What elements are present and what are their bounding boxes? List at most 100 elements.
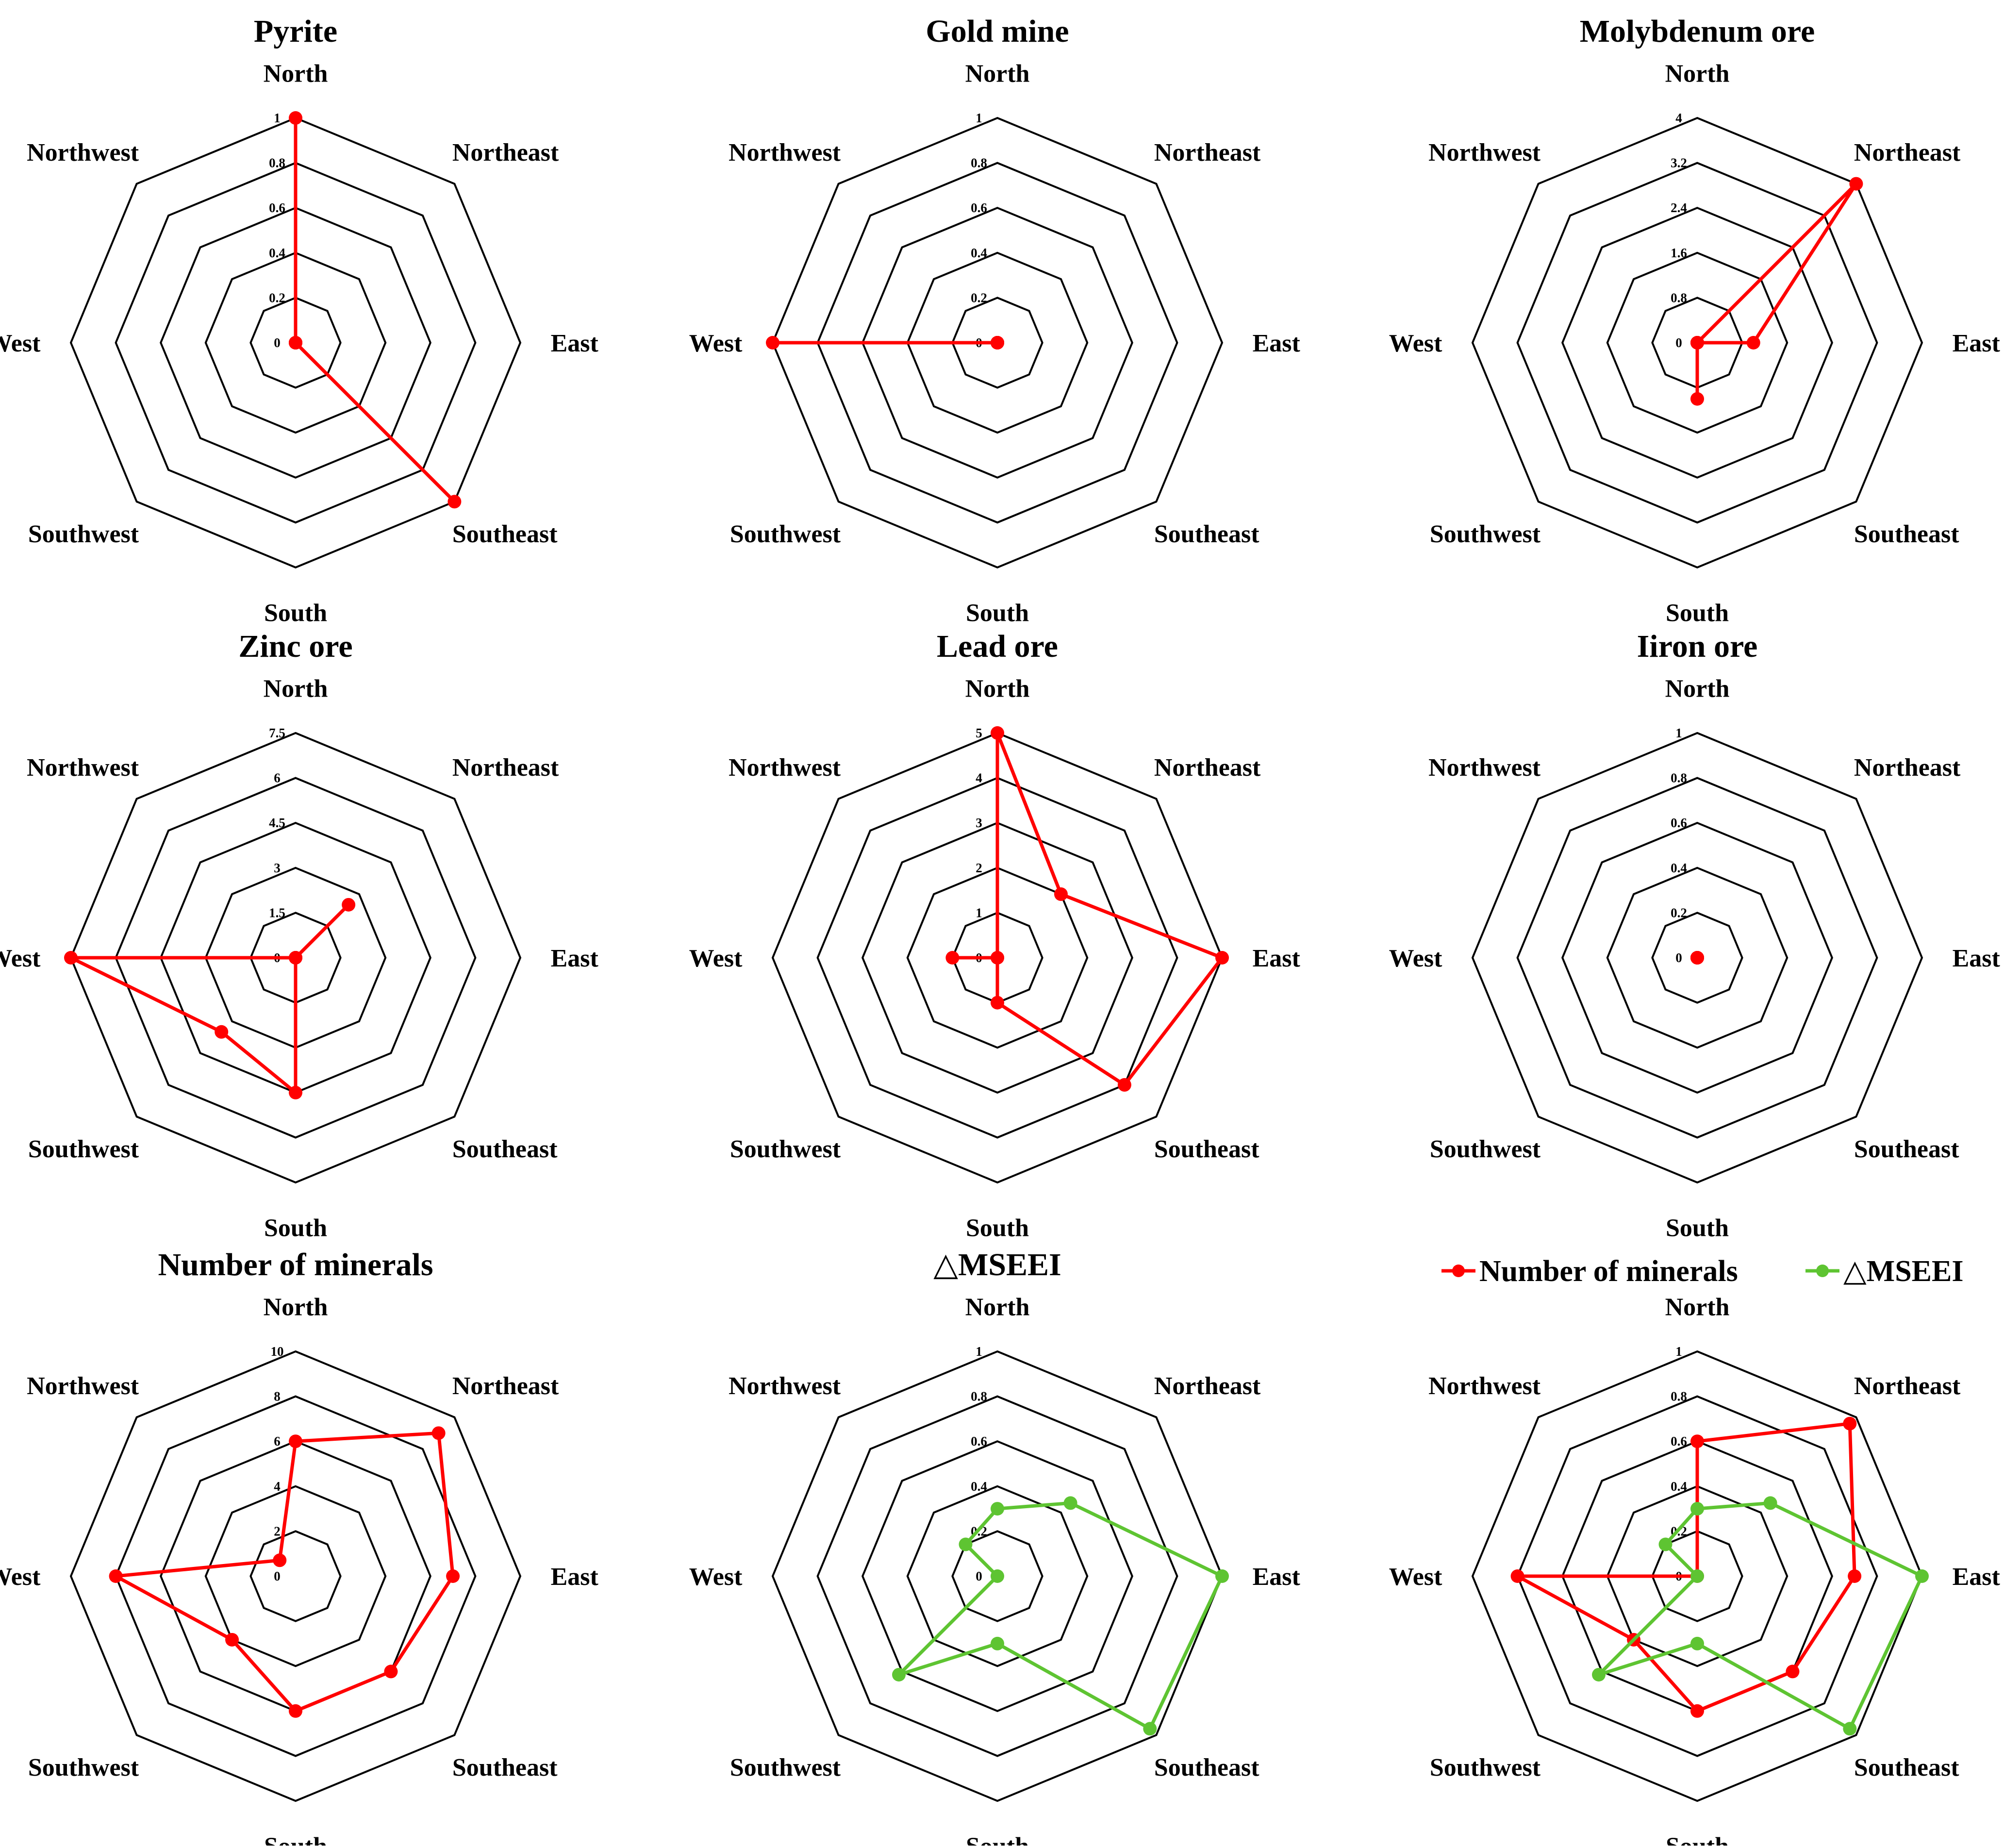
data-point-southeast [384,1665,398,1679]
data-point-southeast [1143,1722,1157,1736]
direction-label-east: East [551,945,599,972]
tick-label: 1 [1675,726,1682,740]
data-point-west [1690,1569,1704,1583]
grid-ring [816,162,1178,524]
grid-ring [69,1350,522,1802]
grid-ring [861,1440,1133,1712]
direction-label-northwest: Northwest [27,754,139,782]
direction-label-north: North [264,675,328,702]
direction-label-north: North [264,1293,328,1321]
direction-label-west: West [689,330,743,357]
tick-label: 0.4 [269,246,285,260]
grid-ring [906,1485,1089,1667]
data-point-southeast [1786,1665,1800,1679]
series-line [114,1431,455,1713]
direction-label-southeast: Southeast [1854,1754,1959,1781]
legend-swatch-marker [1452,1265,1465,1277]
direction-label-south: South [264,1215,327,1242]
tick-label: 1 [274,111,281,125]
data-point-northeast [342,898,356,912]
direction-label-northeast: Northeast [452,139,559,166]
tick-label: 7.5 [269,726,285,740]
grid-ring [1606,1485,1789,1667]
tick-label: 0.8 [1671,290,1687,305]
data-point-west [991,1569,1004,1583]
data-point-southeast [1843,1722,1857,1736]
grid-ring [1651,1530,1743,1622]
data-point-northeast [1054,887,1068,901]
legend-item-number-of-minerals: Number of minerals [1441,1255,1738,1288]
chart-title-zinc-ore: Zinc ore [238,629,352,664]
series-pyrite [289,111,462,509]
data-point-northeast [431,1426,446,1440]
series-mseei [892,1496,1229,1736]
direction-label-west: West [689,1563,743,1591]
direction-label-east: East [1953,1563,2001,1591]
grid-ring [1651,912,1743,1004]
grid-ring [771,732,1224,1184]
grid-ring [1471,1350,1923,1802]
direction-label-southwest: Southwest [730,520,841,548]
tick-label: 0.2 [269,290,285,305]
data-point-south [289,1704,302,1718]
data-point-northwest [991,336,1004,350]
direction-label-northwest: Northwest [27,1372,139,1400]
direction-label-south: South [264,1833,327,1846]
direction-label-northeast: Northeast [1854,139,1961,166]
data-point-northwest [959,1537,973,1551]
direction-label-south: South [1666,599,1729,627]
direction-label-north: North [965,60,1030,87]
tick-label: 0 [274,335,281,350]
direction-label-southwest: Southwest [730,1754,841,1781]
tick-label: 0.6 [971,200,987,215]
tick-label: 0.4 [1671,861,1687,875]
tick-label: 1 [976,111,982,125]
tick-label: 0.6 [971,1434,987,1448]
direction-label-north: North [1665,60,1730,87]
direction-label-west: West [689,945,743,972]
data-point-northwest [1658,1537,1673,1551]
radar-panel-mseei: △MSEEI00.20.40.60.81NorthNortheastEastSo… [689,1247,1301,1848]
direction-label-northeast: Northeast [1154,754,1261,782]
chart-title-pyrite: Pyrite [254,14,337,49]
radar-panel-iiron-ore: Iiron ore 0 0.2 0.4 0.6 0.8 1 North Northeast Eas… [1389,629,2001,1242]
grid-ring [204,1485,387,1667]
tick-label: 0.8 [1671,1389,1687,1404]
grid-ring [1516,777,1878,1139]
tick-label: 0 [976,1569,982,1583]
direction-label-northeast: Northeast [1854,1372,1961,1400]
direction-label-southeast: Southeast [452,520,558,548]
series-iiron-ore [1690,951,1704,965]
direction-label-northeast: Northeast [452,1372,559,1400]
grid-ring [771,117,1224,569]
grid-ring [816,777,1178,1139]
data-point-north [1690,1502,1704,1516]
data-point-east [1848,1569,1862,1583]
data-point-south [991,1636,1004,1650]
grid-ring [1471,732,1923,1184]
data-point-west [109,1569,123,1583]
radar-panel-combined: 00.20.40.60.81NorthNortheastEastSoutheas… [1389,1293,2001,1848]
tick-label: 2.4 [1671,200,1687,215]
legend-swatch-marker [1816,1265,1829,1277]
data-point-northwest [273,1553,287,1567]
tick-label: 10 [271,1344,284,1359]
direction-label-northeast: Northeast [452,754,559,782]
data-point-southeast [1117,1078,1131,1092]
data-point-northwest [289,951,302,965]
tick-label: 0.8 [1671,771,1687,785]
tick-label: 3 [274,861,281,875]
direction-label-south: South [966,1833,1029,1846]
radar-panel-pyrite: Pyrite 0 0.2 0.4 0.6 0.8 1 North Northeast East So… [0,14,599,627]
direction-label-northwest: Northwest [1428,754,1541,782]
tick-label: 1.5 [269,905,285,920]
grid-ring [906,866,1089,1049]
data-point-north [991,1502,1004,1516]
tick-label: 3 [976,816,982,830]
tick-label: 0.6 [1671,816,1687,830]
direction-label-south: South [1666,1833,1729,1846]
direction-label-west: West [1389,945,1442,972]
data-point-northeast [1763,1496,1777,1510]
legend-item-mseei: △MSEEI [1805,1255,1964,1288]
